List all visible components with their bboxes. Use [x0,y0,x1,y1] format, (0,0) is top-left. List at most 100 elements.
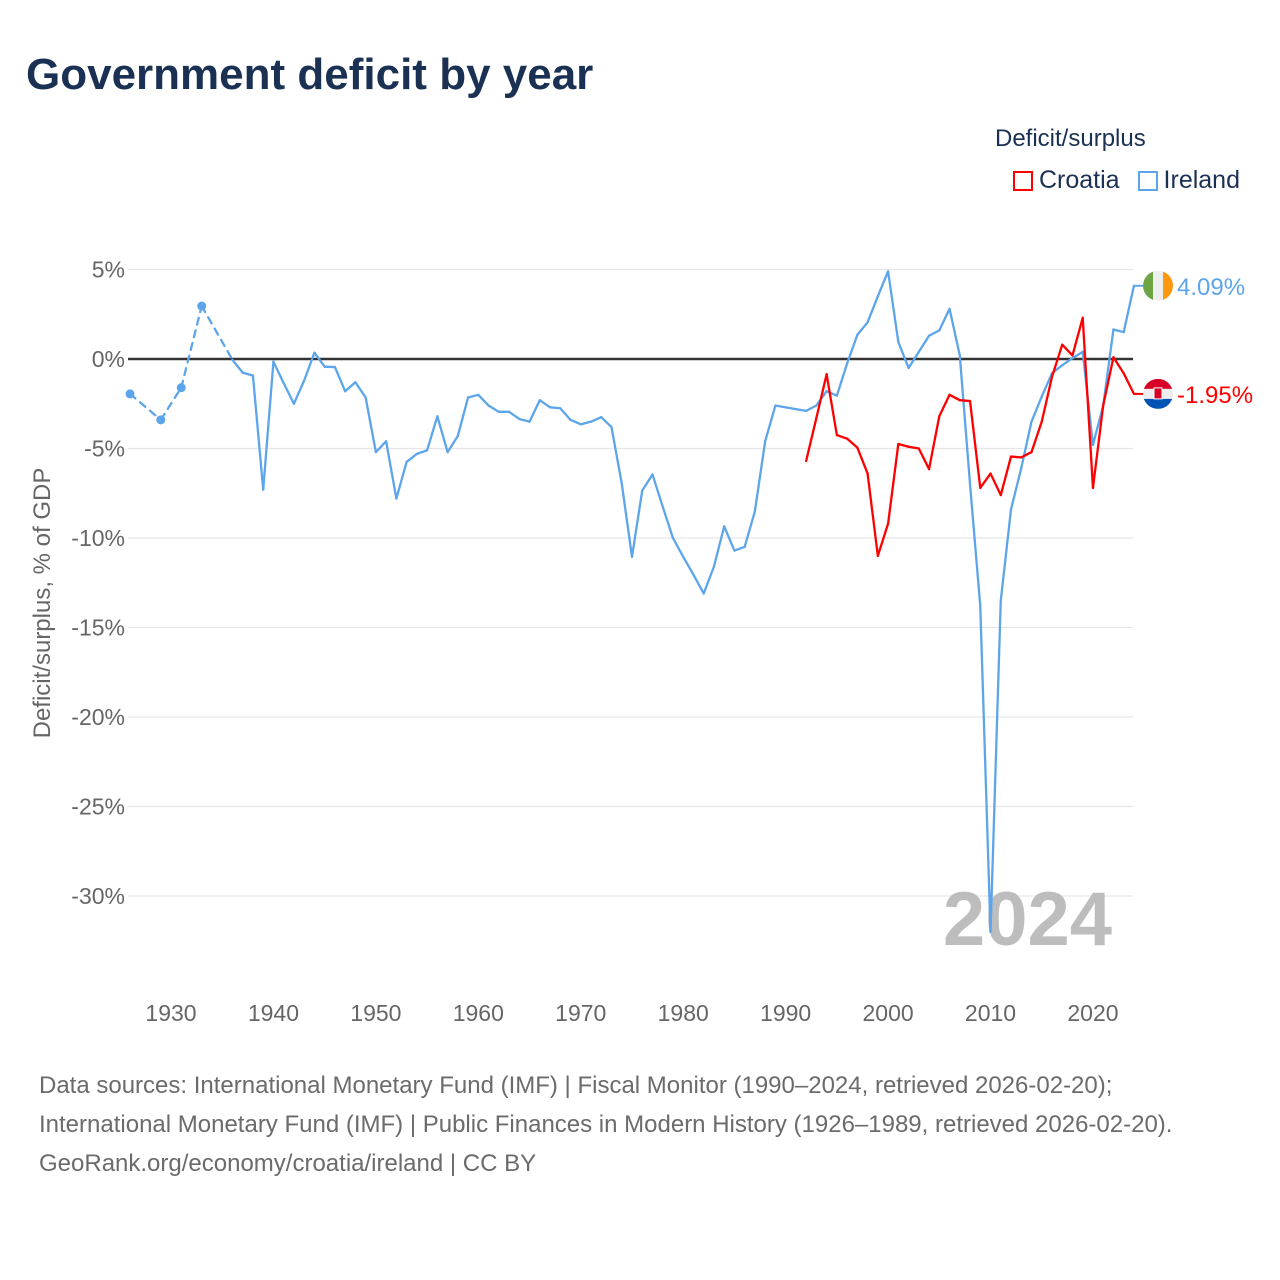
line-segment [845,437,859,449]
line-segment [1030,420,1043,454]
line-segment [968,483,982,608]
line-segment [241,371,255,377]
legend-item-croatia[interactable]: Croatia [1012,166,1120,195]
line-segment [292,379,306,405]
line-segment [579,420,593,426]
line-segment [907,350,920,370]
line-segment [1081,316,1095,490]
line-segment [1122,372,1136,396]
line-segment [958,399,972,403]
line-segment [876,522,890,558]
line-segment [979,472,992,490]
line-segment [938,393,951,418]
line-segment [968,399,982,490]
line-segment [702,565,716,595]
line-segment [866,295,879,324]
y-tick-label: 0% [92,346,125,372]
x-tick-label: 1940 [248,1000,299,1026]
line-segment [876,270,890,298]
y-tick-label: -30% [71,883,125,909]
line-segment [989,472,1002,497]
line-segment [374,440,388,454]
line-segment [282,382,296,405]
line-segment [272,360,285,385]
x-tick-label: 1980 [658,1000,709,1026]
line-segment [917,447,931,471]
line-segment [313,351,326,368]
line-segment [559,407,572,422]
line-segment [917,334,931,353]
line-segment [1009,467,1023,511]
flag-stripe [1143,398,1173,409]
line-segment [641,473,654,492]
line-segment [1040,375,1054,423]
line-segment [1030,395,1043,423]
line-segment [1071,350,1084,360]
credit-link[interactable]: GeoRank.org/economy/croatia/ireland | CC… [39,1150,537,1177]
line-segment [692,573,705,595]
data-point [197,301,207,311]
line-segment [651,473,664,508]
line-segment [343,381,357,393]
year-watermark: 2024 [943,877,1112,962]
y-tick-label: 5% [92,257,125,283]
end-value-label: -1.95% [1177,382,1253,409]
end-value-label: 4.09% [1177,274,1245,301]
line-segment [1050,343,1064,379]
line-segment [866,472,879,558]
line-segment [948,307,961,357]
line-segment [835,433,849,440]
line-segment [1071,316,1084,357]
line-segment [958,354,972,486]
line-segment [671,536,685,558]
line-segment [753,440,767,513]
line-segment [436,415,449,454]
series-croatia [804,316,1136,558]
line-segment [446,434,459,454]
line-segment [354,381,367,399]
line-segment [835,362,849,397]
line-segment [251,374,265,491]
line-segment [180,304,203,389]
line-segment [1020,420,1033,470]
line-segment [999,508,1013,602]
line-segment [364,396,378,454]
data-sources: Data sources: International Monetary Fun… [39,1072,1173,1138]
line-segment [804,416,818,463]
line-segment [507,410,521,421]
legend-label-croatia: Croatia [1038,166,1120,194]
data-point [156,415,166,425]
chart-title: Government deficit by year [26,50,594,99]
line-segment [764,404,777,443]
line-segment [425,415,439,452]
flag-shield [1153,387,1163,400]
line-segment [856,446,869,475]
line-segment [856,321,869,336]
x-tick-label: 1990 [760,1000,811,1026]
line-segment [405,452,419,464]
line-segment [1112,328,1125,334]
line-segment [538,399,552,409]
line-segment [128,392,162,422]
x-tick-label: 1930 [145,1000,196,1026]
line-segment [518,417,531,423]
line-segment [907,445,920,450]
legend-item-ireland[interactable]: Ireland [1137,166,1240,195]
line-segment [1061,356,1074,367]
line-segment [262,360,275,491]
line-segment [384,440,398,500]
line-segment [897,340,910,370]
data-point [125,389,135,399]
legend-label-ireland: Ireland [1163,166,1240,194]
line-segment [825,390,839,397]
line-segment [815,373,828,420]
line-segment [333,365,347,393]
y-tick-label: -10% [71,525,125,551]
data-point [176,383,186,393]
line-segment [231,358,244,374]
flag-stripe [1143,270,1153,301]
legend: Croatia Ireland [1012,166,1240,195]
line-segment [456,396,470,438]
line-segment [743,509,757,549]
line-segment [548,406,562,410]
